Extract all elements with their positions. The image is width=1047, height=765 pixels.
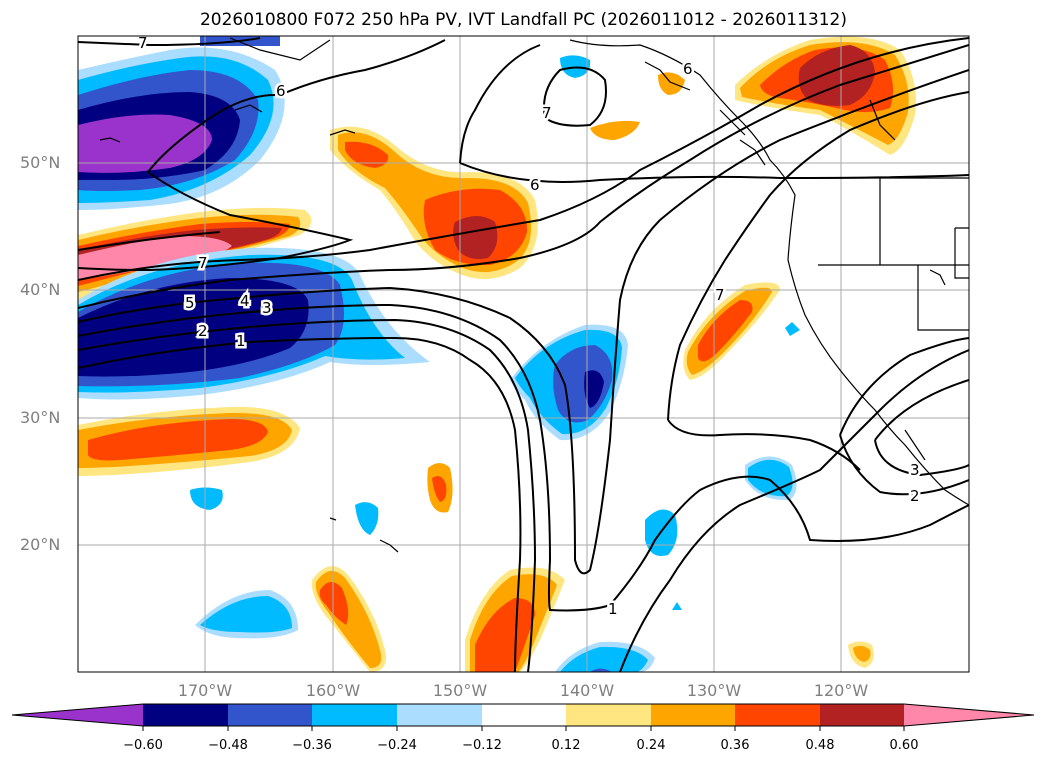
contour-label: 2 <box>910 487 920 505</box>
height-contours <box>78 37 969 672</box>
colorbar-segment <box>397 704 482 726</box>
pv-negative-nw-purple <box>78 114 212 173</box>
contour-labels: 6 6 6 7 7 7 5 4 3 2 1 1 3 2 7 <box>136 32 923 621</box>
contour-label: 4 <box>240 292 250 310</box>
contour-label: 1 <box>236 332 246 350</box>
contour-label: 6 <box>683 60 693 78</box>
pv-shading <box>78 36 916 672</box>
colorbar-segment <box>143 704 228 726</box>
map-title: 2026010800 F072 250 hPa PV, IVT Landfall… <box>199 10 847 30</box>
pv-negative-small-blob <box>190 487 223 510</box>
longitude-label: 160°W <box>305 681 361 700</box>
longitude-label: 120°W <box>813 681 869 700</box>
colorbar-segment <box>651 704 735 726</box>
longitude-label: 170°W <box>177 681 233 700</box>
colorbar-segment <box>312 704 397 726</box>
contour-label: 7 <box>198 254 208 272</box>
latitude-label: 50°N <box>20 153 61 172</box>
colorbar-extend-min <box>12 704 143 726</box>
contour-label: 1 <box>608 600 618 618</box>
contour-label: 3 <box>910 461 920 479</box>
colorbar-segment <box>820 704 904 726</box>
contour-label: 3 <box>262 299 272 317</box>
contour-label: 7 <box>138 34 148 52</box>
contour-label: 7 <box>715 286 725 304</box>
latitude-label: 40°N <box>20 280 61 299</box>
colorbar-tick-label: −0.36 <box>292 738 332 753</box>
colorbar-tick-label: −0.24 <box>377 738 417 753</box>
colorbar-tick-label: −0.60 <box>123 738 163 753</box>
colorbar <box>11 703 1035 731</box>
colorbar-tick-label: −0.48 <box>208 738 248 753</box>
contour-label: 6 <box>530 176 540 194</box>
colorbar-tick-label: 0.60 <box>889 738 919 753</box>
colorbar-tick-label: 0.36 <box>720 738 750 753</box>
longitude-label: 140°W <box>559 681 615 700</box>
latitude-label: 20°N <box>20 535 61 554</box>
latitude-label: 30°N <box>20 408 61 427</box>
colorbar-extend-max <box>904 704 1034 726</box>
longitude-label: 150°W <box>432 681 488 700</box>
colorbar-segment <box>228 704 312 726</box>
longitude-label: 130°W <box>686 681 742 700</box>
colorbar-tick-label: 0.48 <box>805 738 835 753</box>
colorbar-tick-label: 0.24 <box>636 738 666 753</box>
contour-label: 2 <box>198 322 208 340</box>
coastlines <box>99 37 969 553</box>
map-panel: 6 6 6 7 7 7 5 4 3 2 1 1 3 2 7 <box>77 32 970 673</box>
colorbar-segment <box>735 704 820 726</box>
colorbar-tick-label: −0.12 <box>462 738 502 753</box>
colorbar-tick-label: 0.12 <box>551 738 581 753</box>
colorbar-segment <box>566 704 651 726</box>
colorbar-segment <box>482 704 566 726</box>
contour-label: 5 <box>185 294 195 312</box>
pv-negative-navy-36n <box>78 278 309 377</box>
contour-label: 7 <box>542 104 552 122</box>
contour-label: 6 <box>276 82 286 100</box>
